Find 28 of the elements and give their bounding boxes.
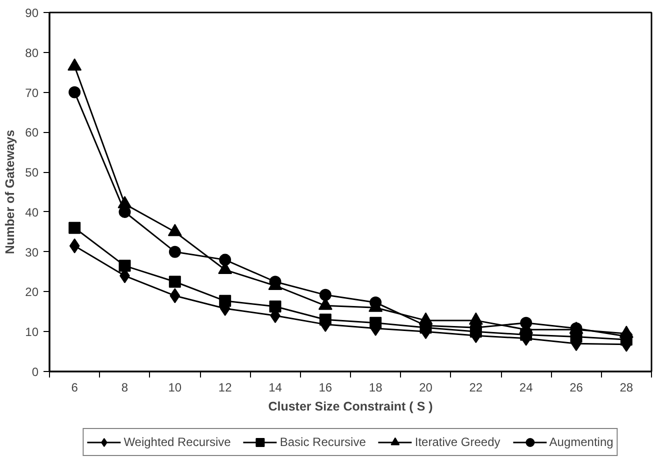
x-tick-label: 22 <box>469 380 483 394</box>
y-tick-label: 80 <box>25 46 39 60</box>
y-tick-label: 40 <box>25 205 39 220</box>
x-tick-label: 6 <box>71 380 78 394</box>
x-tick-label: 20 <box>419 380 433 394</box>
x-tick-label: 10 <box>168 380 182 394</box>
y-tick-label: 20 <box>25 285 39 300</box>
x-tick-label: 26 <box>570 380 584 394</box>
y-tick-label: 90 <box>25 6 39 20</box>
x-tick-label: 18 <box>368 380 383 394</box>
legend-label: Basic Recursive <box>280 435 366 449</box>
x-tick-label: 28 <box>620 380 634 394</box>
y-tick-label: 0 <box>32 365 39 379</box>
y-tick-label: 70 <box>25 86 39 100</box>
legend-label: Augmenting <box>549 435 614 449</box>
x-tick-label: 16 <box>318 380 332 394</box>
y-axis-title: Number of Gateways <box>3 130 18 254</box>
x-tick-label: 14 <box>268 380 282 394</box>
y-tick-label: 10 <box>25 325 39 340</box>
x-tick-label: 24 <box>519 380 534 394</box>
y-tick-label: 30 <box>25 245 39 260</box>
x-axis-title: Cluster Size Constraint ( S ) <box>268 400 433 414</box>
legend-label: Iterative Greedy <box>414 435 500 449</box>
y-tick-label: 60 <box>25 126 39 140</box>
legend-label: Weighted Recursive <box>124 435 231 449</box>
x-tick-label: 12 <box>218 380 232 394</box>
x-tick-label: 8 <box>121 380 128 394</box>
y-tick-label: 50 <box>25 166 39 180</box>
